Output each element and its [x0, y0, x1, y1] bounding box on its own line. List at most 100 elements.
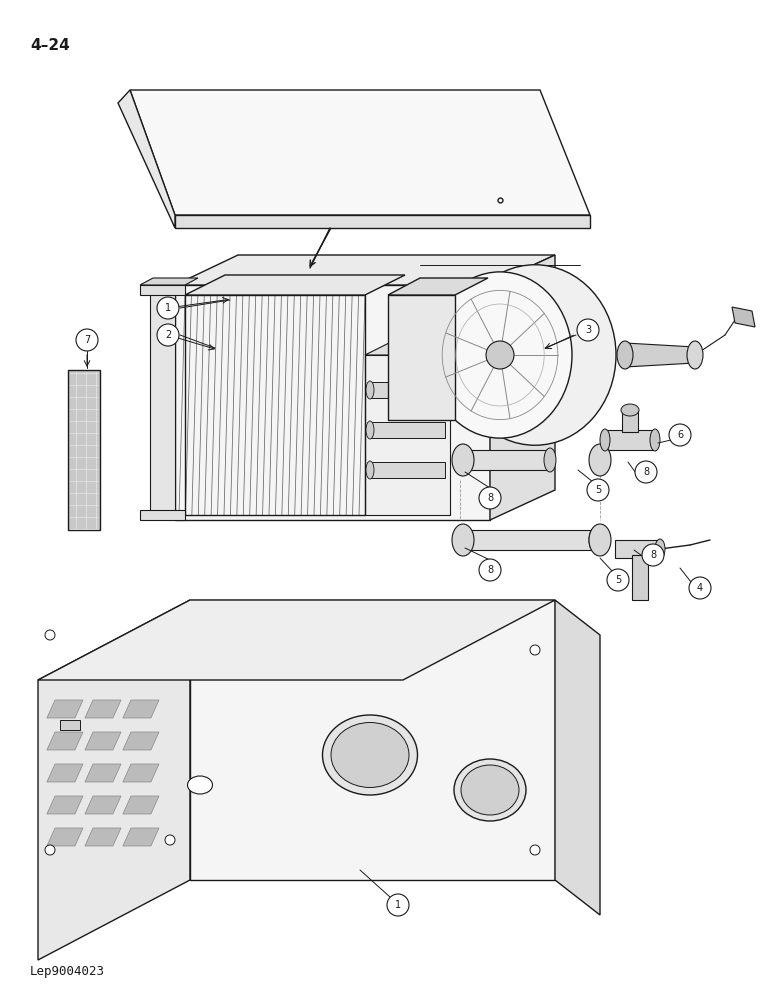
Polygon shape: [38, 600, 555, 680]
Text: 1: 1: [395, 900, 401, 910]
Polygon shape: [85, 828, 121, 846]
Ellipse shape: [650, 429, 660, 451]
Polygon shape: [123, 764, 159, 782]
Ellipse shape: [366, 421, 374, 439]
Ellipse shape: [589, 528, 601, 552]
Polygon shape: [190, 600, 555, 880]
Polygon shape: [60, 720, 80, 730]
Polygon shape: [185, 275, 405, 295]
Text: 4–24: 4–24: [30, 38, 69, 53]
Text: 5: 5: [595, 485, 601, 495]
Polygon shape: [622, 410, 638, 432]
Polygon shape: [175, 255, 555, 285]
Polygon shape: [68, 370, 100, 530]
Polygon shape: [123, 700, 159, 718]
Polygon shape: [625, 343, 695, 367]
Ellipse shape: [589, 524, 611, 556]
Ellipse shape: [589, 444, 611, 476]
Ellipse shape: [452, 444, 474, 476]
Text: 3: 3: [585, 325, 591, 335]
Polygon shape: [365, 339, 482, 355]
Circle shape: [530, 845, 540, 855]
Circle shape: [635, 461, 657, 483]
Ellipse shape: [323, 715, 418, 795]
Polygon shape: [85, 732, 121, 750]
Text: 4: 4: [697, 583, 703, 593]
Circle shape: [486, 341, 514, 369]
Ellipse shape: [621, 404, 639, 416]
Ellipse shape: [454, 759, 526, 821]
Circle shape: [587, 479, 609, 501]
Circle shape: [479, 487, 501, 509]
Polygon shape: [150, 290, 175, 515]
Text: 7: 7: [84, 335, 90, 345]
Polygon shape: [47, 732, 83, 750]
Polygon shape: [370, 462, 445, 478]
Circle shape: [479, 559, 501, 581]
Ellipse shape: [366, 381, 374, 399]
Circle shape: [157, 297, 179, 319]
Polygon shape: [123, 796, 159, 814]
Polygon shape: [47, 764, 83, 782]
Polygon shape: [140, 285, 185, 295]
Polygon shape: [85, 700, 121, 718]
Circle shape: [607, 569, 629, 591]
Polygon shape: [140, 510, 185, 520]
Text: 2: 2: [165, 330, 171, 340]
Polygon shape: [140, 278, 198, 285]
Text: 8: 8: [487, 565, 493, 575]
Polygon shape: [388, 278, 488, 295]
Polygon shape: [605, 430, 655, 450]
Circle shape: [642, 544, 664, 566]
Polygon shape: [632, 555, 648, 600]
Polygon shape: [490, 255, 555, 520]
Polygon shape: [370, 382, 445, 398]
Ellipse shape: [366, 461, 374, 479]
Ellipse shape: [617, 341, 633, 369]
Circle shape: [76, 329, 98, 351]
Ellipse shape: [428, 272, 572, 438]
Circle shape: [669, 424, 691, 446]
Polygon shape: [365, 355, 450, 515]
Ellipse shape: [188, 776, 212, 794]
Text: Lep9004023: Lep9004023: [30, 965, 105, 978]
Text: 8: 8: [487, 493, 493, 503]
Polygon shape: [555, 600, 600, 915]
Polygon shape: [175, 285, 490, 520]
Polygon shape: [85, 764, 121, 782]
Polygon shape: [47, 700, 83, 718]
Polygon shape: [118, 90, 175, 228]
Polygon shape: [38, 600, 190, 960]
Circle shape: [530, 645, 540, 655]
Polygon shape: [123, 828, 159, 846]
Ellipse shape: [655, 539, 665, 559]
Ellipse shape: [454, 265, 616, 445]
Polygon shape: [85, 796, 121, 814]
Ellipse shape: [461, 765, 519, 815]
Ellipse shape: [544, 448, 556, 472]
Ellipse shape: [687, 341, 703, 369]
Circle shape: [165, 835, 175, 845]
Circle shape: [157, 324, 179, 346]
Polygon shape: [123, 732, 159, 750]
Polygon shape: [615, 540, 660, 558]
Polygon shape: [460, 450, 550, 470]
Polygon shape: [460, 530, 595, 550]
Polygon shape: [130, 90, 590, 215]
Circle shape: [45, 845, 55, 855]
Ellipse shape: [600, 429, 610, 451]
Text: 8: 8: [643, 467, 649, 477]
Text: 6: 6: [677, 430, 683, 440]
Text: 1: 1: [165, 303, 171, 313]
Ellipse shape: [454, 448, 466, 472]
Text: 8: 8: [650, 550, 656, 560]
Circle shape: [577, 319, 599, 341]
Circle shape: [45, 630, 55, 640]
Polygon shape: [370, 422, 445, 438]
Circle shape: [387, 894, 409, 916]
Polygon shape: [732, 307, 755, 327]
Polygon shape: [47, 796, 83, 814]
Polygon shape: [47, 828, 83, 846]
Circle shape: [689, 577, 711, 599]
Ellipse shape: [452, 524, 474, 556]
